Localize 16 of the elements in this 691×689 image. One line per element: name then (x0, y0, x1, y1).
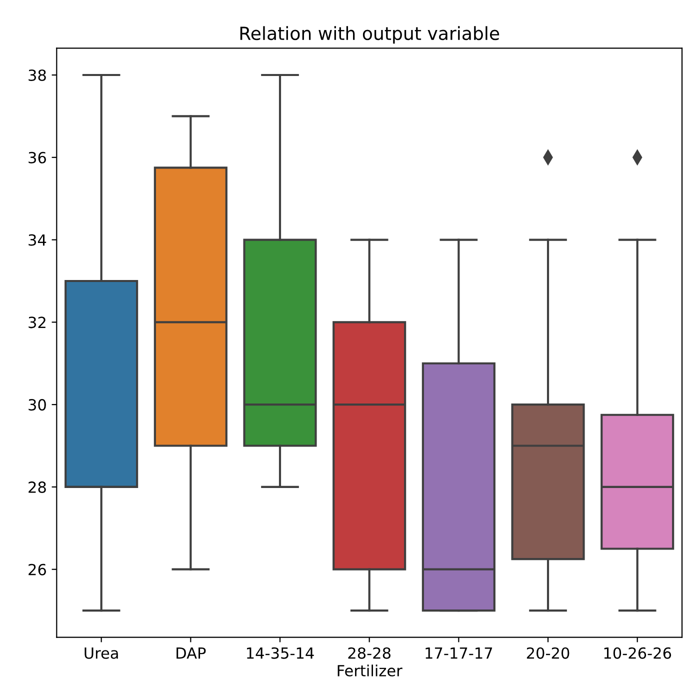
x-tick-label: 14-35-14 (247, 647, 314, 659)
x-tick-label: 20-20 (526, 647, 570, 659)
x-tick-label: 10-26-26 (604, 647, 672, 659)
x-tick-label: Urea (84, 648, 118, 659)
y-tick-label: 30 (28, 399, 46, 411)
x-tick-label: DAP (176, 648, 206, 659)
y-tick-label: 34 (28, 234, 46, 246)
x-tick-label: 28-28 (348, 647, 390, 659)
x-tick-label: 17-17-17 (426, 648, 492, 659)
y-tick-label: 28 (28, 481, 46, 493)
y-tick-label: 32 (28, 316, 46, 328)
x-axis-title: Fertilizer (338, 664, 402, 676)
y-tick-label: 26 (28, 564, 46, 576)
y-tick-label: 38 (28, 69, 46, 82)
y-tick-label: 36 (28, 152, 46, 164)
chart-title: Relation with output variable (240, 26, 500, 44)
